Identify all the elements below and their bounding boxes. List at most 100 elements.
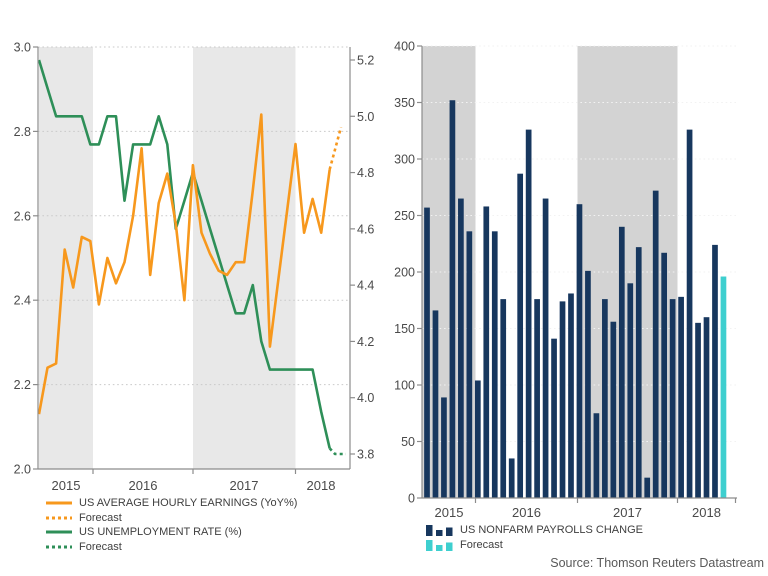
svg-text:2016: 2016 [129, 478, 158, 493]
svg-text:5.0: 5.0 [357, 110, 374, 124]
unemployment-line [37, 59, 346, 456]
svg-text:2018: 2018 [692, 505, 721, 520]
payroll-forecast-bar [720, 276, 727, 498]
payrolls-bars-swatch-icon [426, 525, 453, 537]
legend-label: US UNEMPLOYMENT RATE (%) [79, 526, 242, 539]
payroll-bar [585, 270, 591, 498]
svg-text:4.6: 4.6 [357, 222, 374, 236]
payroll-bar [559, 301, 566, 498]
svg-text:2017: 2017 [613, 505, 642, 520]
payroll-bar [644, 477, 651, 498]
payroll-bar [525, 129, 532, 498]
svg-text:5.2: 5.2 [357, 54, 374, 68]
left-chart-gridlines [38, 46, 350, 386]
svg-text:2.2: 2.2 [14, 378, 31, 392]
svg-text:2018: 2018 [307, 478, 336, 493]
left-chart-legend: US AVERAGE HOURLY EARNINGS (YoY%) Foreca… [45, 496, 297, 554]
payroll-bar [508, 458, 515, 498]
svg-text:2.4: 2.4 [14, 294, 31, 308]
payroll-bar [474, 380, 481, 498]
right-axis-tick-labels: 5.2 5.0 4.8 4.6 4.4 4.2 4.0 3.8 [357, 54, 374, 462]
payroll-bar [652, 190, 659, 498]
legend-item-payrolls-forecast: Forecast [426, 538, 643, 553]
svg-text:2015: 2015 [52, 478, 81, 493]
svg-text:100: 100 [394, 379, 415, 393]
svg-text:2.8: 2.8 [14, 125, 31, 139]
payroll-bars [424, 100, 727, 499]
svg-text:2015: 2015 [435, 505, 464, 520]
svg-text:4.0: 4.0 [357, 391, 374, 405]
source-note: Source: Thomson Reuters Datastream [550, 556, 764, 570]
payroll-bar [491, 231, 498, 498]
payroll-bar [517, 173, 524, 498]
svg-text:400: 400 [394, 40, 415, 54]
svg-text:2.0: 2.0 [14, 463, 31, 477]
payroll-bar [441, 397, 447, 498]
payroll-bar [500, 299, 507, 498]
left-chart-axes [33, 46, 355, 474]
left-axis-tick-labels: 3.0 2.8 2.6 2.4 2.2 2.0 [14, 41, 31, 477]
legend-item-earnings: US AVERAGE HOURLY EARNINGS (YoY%) [45, 496, 297, 511]
payroll-bar [424, 207, 430, 498]
payroll-bar [602, 299, 608, 498]
payroll-bar [568, 293, 574, 498]
right-chart-legend: US NONFARM PAYROLLS CHANGE Forecast [426, 523, 643, 552]
right-chart-y-tick-labels: 400 350 300 250 200 150 100 50 0 [394, 40, 415, 506]
legend-label: US AVERAGE HOURLY EARNINGS (YoY%) [79, 497, 298, 510]
svg-text:200: 200 [394, 266, 415, 280]
svg-text:3.0: 3.0 [14, 41, 31, 55]
svg-text:3.8: 3.8 [357, 448, 374, 462]
earnings-forecast-swatch-icon [46, 516, 72, 520]
payroll-bar [449, 100, 456, 499]
payroll-bar [678, 296, 684, 498]
legend-label: Forecast [79, 511, 122, 524]
earnings-line-swatch-icon [46, 501, 72, 505]
payroll-bar [466, 231, 473, 498]
svg-text:350: 350 [394, 96, 415, 110]
legend-label: Forecast [79, 540, 122, 553]
payroll-bar [534, 299, 540, 498]
payroll-bar [712, 244, 718, 498]
legend-item-unemployment: US UNEMPLOYMENT RATE (%) [45, 525, 297, 540]
payroll-bar [610, 321, 617, 498]
payroll-bar [686, 129, 693, 498]
payroll-bar [661, 252, 668, 498]
svg-text:300: 300 [394, 153, 415, 167]
payroll-bar [542, 198, 549, 499]
legend-item-payrolls: US NONFARM PAYROLLS CHANGE [426, 523, 643, 538]
legend-item-earnings-forecast: Forecast [45, 511, 297, 526]
unemployment-forecast-swatch-icon [46, 545, 72, 549]
svg-text:150: 150 [394, 322, 415, 336]
payroll-bar [703, 317, 710, 498]
svg-text:50: 50 [401, 435, 415, 449]
svg-text:0: 0 [408, 492, 415, 506]
payroll-bar [618, 226, 625, 499]
unemployment-line-swatch-icon [46, 530, 72, 534]
svg-text:250: 250 [394, 209, 415, 223]
svg-text:2.6: 2.6 [14, 209, 31, 223]
payroll-bar [635, 247, 642, 498]
svg-text:2017: 2017 [230, 478, 259, 493]
right-chart-axes [417, 45, 737, 503]
payroll-bar [458, 198, 464, 499]
left-chart-year-labels: 2015 2016 2017 2018 [52, 478, 336, 493]
payroll-bar [593, 413, 600, 498]
svg-text:4.8: 4.8 [357, 166, 374, 180]
payroll-bar [551, 338, 557, 498]
svg-text:2016: 2016 [512, 505, 541, 520]
payrolls-forecast-swatch-icon [426, 539, 453, 551]
svg-text:4.4: 4.4 [357, 279, 374, 293]
payroll-bar [695, 322, 701, 498]
legend-label: US NONFARM PAYROLLS CHANGE [460, 524, 643, 537]
payroll-bar [483, 206, 490, 498]
earnings-line [37, 113, 343, 415]
payroll-bar [432, 310, 439, 498]
right-chart-year-labels: 2015 2016 2017 2018 [435, 505, 721, 520]
legend-label: Forecast [460, 538, 503, 551]
legend-item-unemployment-forecast: Forecast [45, 540, 297, 555]
payroll-bar [669, 299, 676, 498]
payroll-bar [576, 204, 583, 498]
payroll-bar [627, 283, 634, 498]
